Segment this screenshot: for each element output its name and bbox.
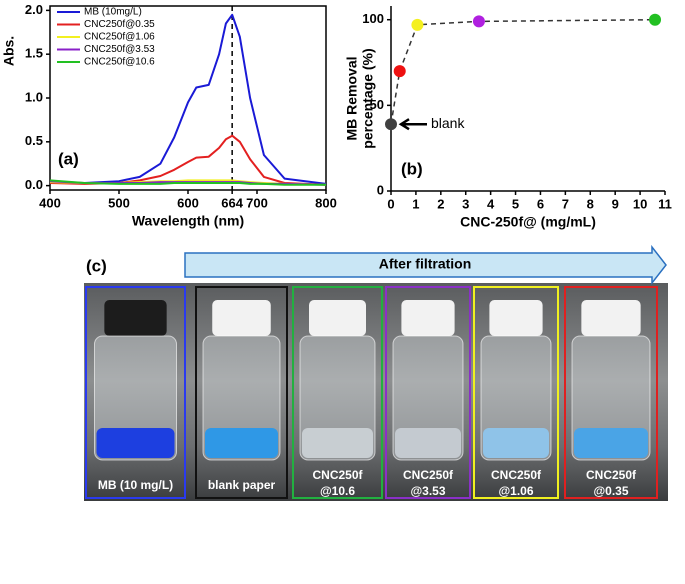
x-tick-label: 3 [462, 196, 469, 211]
x-tick-label: 7 [562, 196, 569, 211]
x-tick-label: 11 [658, 196, 672, 211]
vial-liquid [395, 428, 461, 458]
sample-label: @3.53 [410, 484, 445, 498]
sample-label: CNC250f [312, 468, 363, 482]
vial-lid [401, 300, 455, 336]
vial-lid [489, 300, 543, 336]
x-axis-title: CNC-250f@ (mg/mL) [460, 214, 596, 230]
sample-label: @0.35 [593, 484, 628, 498]
sample-box [473, 286, 559, 499]
x-tick-label: 9 [612, 196, 619, 211]
axes [390, 6, 665, 192]
legend-label: CNC250f@3.53 [84, 44, 155, 55]
y-axis-title: MB Removal [344, 56, 360, 140]
x-tick-label: 6 [537, 196, 544, 211]
y-tick-label: 0.5 [25, 133, 43, 148]
y-tick-label: 1.0 [25, 89, 43, 104]
y-axis-title: Abs. [1, 36, 17, 66]
legend-label: CNC250f@0.35 [84, 19, 155, 30]
y-tick-label: 0 [377, 182, 384, 197]
arrow [184, 244, 667, 286]
sample-label: CNC250f [403, 468, 454, 482]
legend-label: CNC250f@10.6 [84, 57, 155, 68]
data-point [411, 18, 424, 31]
panel-label: (c) [86, 256, 107, 275]
spectrum-line [50, 13, 327, 185]
x-tick-label: 700 [246, 195, 268, 210]
x-axis-title: Wavelength (nm) [132, 213, 244, 229]
y-tick-label: 2.0 [25, 2, 43, 17]
data-point [393, 65, 406, 78]
trend-line [390, 18, 656, 125]
x-tick-label: 664 [221, 195, 243, 210]
sample-label: @10.6 [320, 484, 355, 498]
y-axis-title: percentage (%) [360, 48, 376, 148]
data-point [385, 118, 397, 131]
sample-label: MB (10 mg/L) [98, 478, 173, 492]
vial-lid [212, 300, 271, 336]
sample-box [85, 286, 186, 499]
vial-lid [104, 300, 167, 336]
x-tick-label: 500 [108, 195, 130, 210]
arrow-label: After filtration [379, 256, 472, 272]
vial-liquid [205, 428, 278, 458]
x-tick-label: 800 [315, 195, 337, 210]
panel-label: (a) [58, 149, 79, 168]
x-tick-label: 8 [587, 196, 594, 211]
x-tick-label: 5 [512, 196, 519, 211]
x-tick-label: 2 [437, 196, 444, 211]
y-tick-label: 0.0 [25, 177, 43, 192]
sample-label: blank paper [208, 478, 276, 492]
sample-box [385, 286, 471, 499]
vial-liquid [483, 428, 549, 458]
sample-label: @1.06 [498, 484, 533, 498]
vial-liquid [96, 428, 175, 458]
y-tick-label: 50 [370, 97, 384, 112]
vial-liquid [302, 428, 373, 458]
sample-label: CNC250f [586, 468, 637, 482]
legend-label: MB (10mg/L) [84, 7, 142, 18]
sample-box [292, 286, 383, 499]
photo-background [84, 283, 668, 501]
legend-label: CNC250f@1.06 [84, 32, 155, 43]
sample-label: CNC250f [491, 468, 542, 482]
y-tick-label: 1.5 [25, 46, 43, 61]
spectrum-line [49, 134, 327, 186]
x-tick-label: 10 [633, 196, 647, 211]
x-tick-label: 400 [39, 195, 61, 210]
sample-box [195, 286, 288, 499]
panel-label: (b) [401, 159, 423, 178]
x-tick-label: 600 [177, 195, 199, 210]
x-tick-label: 0 [387, 196, 394, 211]
x-tick-label: 1 [412, 196, 419, 211]
vial-lid [309, 300, 366, 336]
data-point [472, 15, 485, 28]
vial-lid [581, 300, 641, 336]
sample-box [564, 286, 658, 499]
vial-liquid [574, 428, 648, 458]
spectrum-line [49, 179, 326, 186]
annotation: blank [431, 115, 465, 131]
data-point [649, 13, 662, 26]
x-tick-label: 4 [487, 196, 495, 211]
y-tick-label: 100 [362, 11, 384, 26]
annotation-arrow [398, 118, 427, 131]
